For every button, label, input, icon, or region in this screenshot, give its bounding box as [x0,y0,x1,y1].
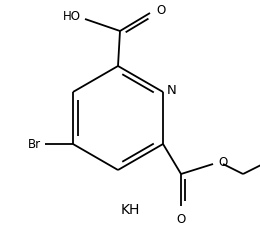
Text: O: O [218,155,227,168]
Text: O: O [156,3,165,17]
Text: N: N [167,83,177,96]
Text: HO: HO [63,10,81,24]
Text: O: O [176,213,186,226]
Text: Br: Br [28,137,41,151]
Text: KH: KH [120,203,140,217]
